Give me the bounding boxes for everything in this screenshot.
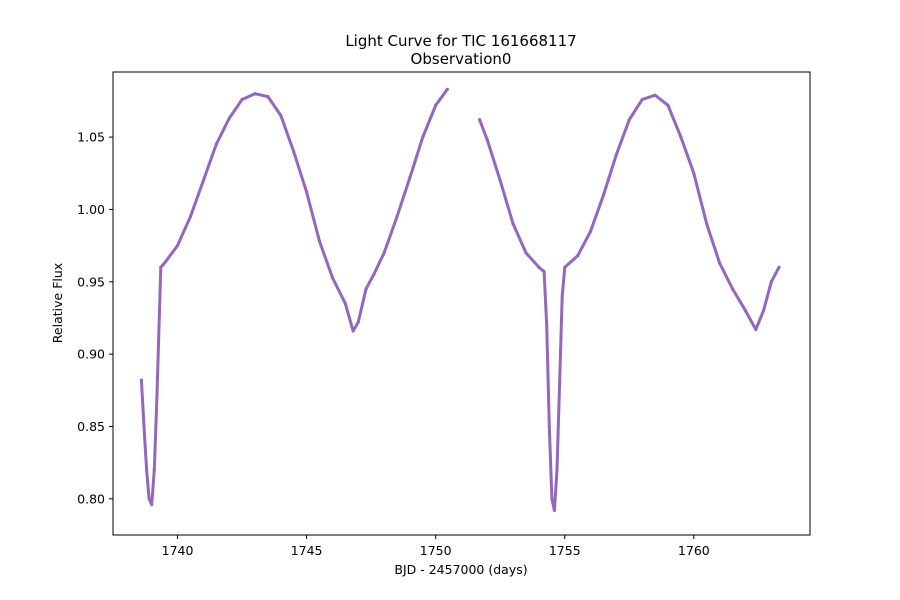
data-point (408, 176, 412, 180)
data-point (555, 468, 559, 472)
data-point (356, 320, 360, 324)
data-point (139, 378, 143, 382)
data-point (364, 287, 368, 291)
data-point (152, 468, 156, 472)
data-point (227, 116, 231, 120)
data-point (240, 97, 244, 102)
y-tick-label: 1.00 (77, 202, 105, 217)
data-point (524, 251, 528, 255)
data-point (692, 171, 696, 175)
data-point (552, 508, 557, 512)
data-point (601, 193, 606, 197)
data-point (560, 294, 564, 298)
data-point (718, 261, 722, 265)
y-tick-label: 0.80 (77, 491, 105, 506)
data-point (279, 113, 283, 117)
x-tick-label: 1740 (162, 543, 194, 558)
plot-frame (112, 71, 811, 536)
y-axis-label: Relative Flux (50, 263, 65, 343)
x-tick-label: 1755 (549, 543, 581, 558)
data-point (155, 395, 159, 400)
data-point (542, 270, 546, 274)
data-point (761, 309, 766, 313)
data-point (777, 265, 781, 269)
y-tick-label: 0.90 (77, 347, 105, 362)
x-tick-label: 1750 (420, 543, 452, 558)
data-point (627, 118, 631, 122)
data-point (147, 497, 151, 501)
y-tick-label: 0.95 (77, 274, 105, 289)
data-point (188, 215, 192, 219)
data-point (317, 239, 322, 243)
data-point (731, 287, 735, 291)
chart-title: Light Curve for TIC 161668117 (345, 32, 576, 50)
data-point (163, 261, 167, 265)
data-point (214, 142, 218, 146)
chart-subtitle: Observation0 (411, 50, 512, 68)
data-point (292, 150, 296, 154)
x-tick-label: 1760 (678, 543, 710, 558)
data-point (558, 381, 562, 385)
y-tick-label: 1.05 (77, 130, 105, 145)
data-point (705, 222, 709, 226)
data-point (157, 309, 162, 313)
data-point (150, 503, 154, 507)
data-point (372, 273, 376, 277)
data-point (550, 497, 554, 501)
data-point (589, 229, 593, 233)
data-point (421, 135, 425, 139)
data-point (640, 97, 644, 102)
data-point (330, 275, 334, 280)
data-point (142, 424, 146, 429)
data-point (653, 93, 657, 97)
data-point (547, 424, 551, 429)
data-point (545, 323, 549, 327)
y-axis-ticks: 0.80 0.85 0.90 0.95 1.00 1.05 (77, 130, 113, 506)
x-axis-label: BJD - 2457000 (days) (394, 562, 527, 577)
data-point (201, 178, 205, 183)
data-point (305, 190, 309, 194)
x-tick-label: 1745 (291, 543, 323, 558)
data-point (614, 152, 619, 157)
data-point (511, 222, 515, 226)
data-point (351, 329, 355, 333)
data-point (382, 251, 386, 255)
data-point (537, 265, 541, 269)
data-point (563, 265, 567, 269)
data-point (769, 280, 773, 284)
x-axis-ticks: 1740 1745 1750 1755 1760 (162, 535, 710, 558)
data-point (175, 244, 180, 248)
series-trace-1 (139, 87, 449, 507)
data-point (478, 118, 482, 122)
data-point (679, 135, 683, 139)
data-point (754, 327, 758, 332)
data-point (743, 309, 748, 313)
data-points (139, 87, 781, 512)
data-point (498, 178, 502, 183)
data-point (445, 87, 449, 91)
data-point (485, 138, 489, 142)
data-point (343, 301, 347, 306)
data-point (266, 95, 270, 99)
data-point (576, 254, 580, 258)
data-point (159, 265, 163, 269)
y-tick-label: 0.85 (77, 419, 105, 434)
data-point (666, 103, 670, 107)
data-point (253, 92, 257, 96)
data-point (434, 103, 438, 107)
data-point (145, 468, 149, 472)
data-point (395, 215, 399, 219)
